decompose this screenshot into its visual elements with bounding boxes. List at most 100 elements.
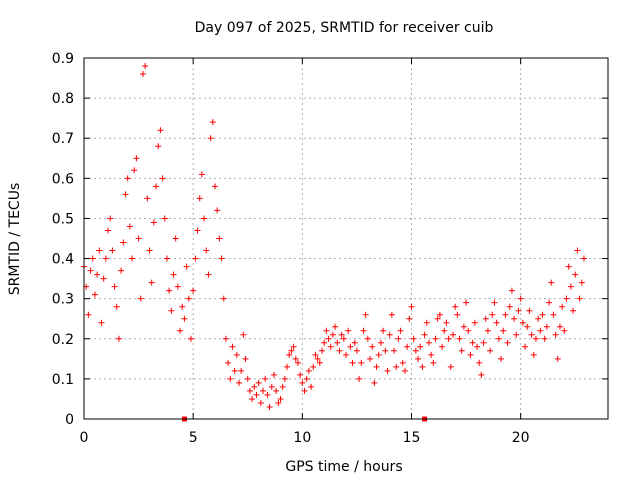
data-point xyxy=(301,387,308,394)
data-point xyxy=(107,215,114,222)
data-point xyxy=(332,323,339,330)
y-tick-label: 0.7 xyxy=(52,131,74,147)
data-point xyxy=(563,295,570,302)
y-axis-ticks: 0 0.1 0.2 0.3 0.4 0.5 0.6 0.7 0.8 0.9 xyxy=(52,51,608,428)
data-point xyxy=(412,347,419,354)
data-point xyxy=(367,355,374,362)
data-point xyxy=(262,375,269,382)
data-point xyxy=(297,371,304,378)
data-point xyxy=(517,295,524,302)
data-point xyxy=(572,271,579,278)
data-point xyxy=(109,247,116,254)
data-point xyxy=(430,359,437,366)
data-point xyxy=(391,347,398,354)
data-point xyxy=(216,235,223,242)
x-tick-label: 0 xyxy=(80,430,89,446)
x-tick-label: 15 xyxy=(403,430,421,446)
data-point xyxy=(89,255,96,262)
data-point xyxy=(371,379,378,386)
x-axis-label: GPS time / hours xyxy=(285,459,402,475)
data-point xyxy=(522,343,529,350)
data-point xyxy=(316,359,323,366)
data-point xyxy=(270,371,277,378)
data-point xyxy=(192,255,199,262)
data-point xyxy=(345,327,352,334)
data-point xyxy=(401,367,408,374)
data-point xyxy=(279,383,286,390)
data-point xyxy=(565,263,572,270)
data-point xyxy=(508,287,515,294)
data-point xyxy=(148,279,155,286)
data-point xyxy=(118,267,125,274)
data-point xyxy=(404,343,411,350)
data-point xyxy=(434,315,441,322)
data-point xyxy=(580,255,587,262)
data-point xyxy=(105,227,112,234)
data-point xyxy=(375,351,382,358)
data-point xyxy=(456,335,463,342)
data-point xyxy=(380,327,387,334)
data-point xyxy=(325,335,332,342)
data-point xyxy=(452,303,459,310)
data-point xyxy=(373,363,380,370)
data-point xyxy=(482,315,489,322)
data-point xyxy=(474,343,480,350)
data-point xyxy=(207,135,214,142)
data-point xyxy=(397,327,404,334)
data-point xyxy=(528,331,535,338)
data-point xyxy=(98,319,105,326)
data-point xyxy=(323,327,330,334)
data-point xyxy=(294,359,301,366)
chart-title: Day 097 of 2025, SRMTID for receiver cui… xyxy=(195,20,494,36)
data-point xyxy=(393,363,400,370)
data-point xyxy=(561,327,568,334)
data-point xyxy=(454,311,461,318)
data-point xyxy=(559,303,566,310)
data-point xyxy=(222,335,229,342)
data-point xyxy=(166,287,173,294)
data-point xyxy=(382,347,389,354)
data-point xyxy=(504,339,511,346)
data-point xyxy=(526,307,533,314)
data-point xyxy=(122,191,129,198)
data-point xyxy=(181,315,188,322)
data-point xyxy=(240,331,247,338)
data-point xyxy=(476,359,483,366)
data-point xyxy=(146,247,153,254)
data-point xyxy=(94,271,101,278)
data-point xyxy=(386,331,393,338)
data-point xyxy=(150,219,157,226)
data-point xyxy=(530,351,537,358)
y-tick-label: 0.8 xyxy=(52,91,74,107)
data-point xyxy=(576,295,583,302)
data-point xyxy=(340,335,347,342)
data-point xyxy=(113,303,120,310)
data-point xyxy=(227,375,234,382)
data-point xyxy=(318,347,325,354)
data-point xyxy=(419,363,426,370)
data-point xyxy=(187,335,194,342)
data-point xyxy=(567,283,574,290)
data-point xyxy=(532,335,539,342)
data-point xyxy=(198,171,205,178)
y-tick-label: 0.1 xyxy=(52,372,74,388)
data-point xyxy=(480,339,487,346)
data-point xyxy=(423,319,430,326)
data-point xyxy=(196,195,203,202)
data-point xyxy=(115,335,122,342)
y-tick-label: 0.6 xyxy=(52,171,74,187)
data-point xyxy=(327,343,334,350)
data-point xyxy=(91,291,98,298)
data-point xyxy=(321,339,328,346)
plot-frame xyxy=(83,57,609,420)
data-point xyxy=(257,399,264,406)
data-point xyxy=(135,235,142,242)
data-point xyxy=(428,351,435,358)
data-point xyxy=(443,319,450,326)
data-point xyxy=(535,315,542,322)
data-point xyxy=(484,327,491,334)
data-point xyxy=(205,271,212,278)
data-point xyxy=(266,403,273,410)
data-point xyxy=(253,391,260,398)
data-point xyxy=(369,343,376,350)
